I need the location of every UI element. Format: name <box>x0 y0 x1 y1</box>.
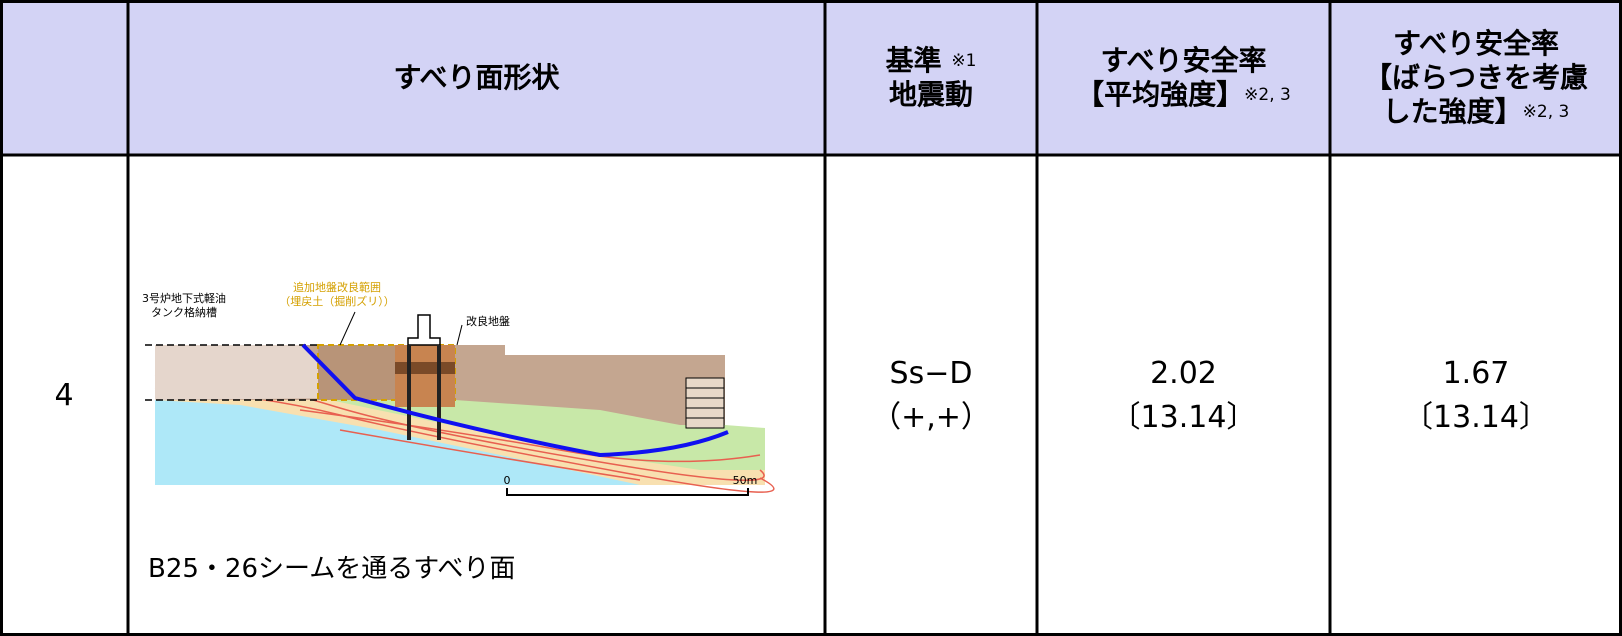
header-text: すべり安全率 <box>1100 43 1267 77</box>
cell-text: 4 <box>54 377 74 413</box>
note: ※1 <box>951 50 977 71</box>
header-text: 【ばらつきを考慮 <box>1363 60 1588 94</box>
header-mean: すべり安全率 【平均強度】※2, 3 <box>1037 0 1330 155</box>
header-text: 地震動 <box>888 77 973 111</box>
varied-cell: 1.67 〔13.14〕 <box>1330 155 1622 636</box>
caption: B25・26シームを通るすべり面 <box>148 554 516 584</box>
figure-label: 追加地盤改良範囲 <box>293 280 381 294</box>
cell-text: 〔13.14〕 <box>1403 399 1549 435</box>
note: ※2, 3 <box>1522 101 1570 122</box>
note: ※2, 3 <box>1244 84 1291 105</box>
header-line: 【平均強度】※2, 3 <box>1076 78 1291 112</box>
header-varied: すべり安全率 【ばらつきを考慮 した強度】※2, 3 <box>1330 0 1622 155</box>
cell-text: 2.02 <box>1150 355 1217 391</box>
scale-label: 50m <box>733 474 758 487</box>
figure-label: （埋戻土（掘削ズリ）） <box>279 294 395 308</box>
cell-text: 1.67 <box>1442 355 1510 391</box>
figure-label: タンク格納槽 <box>151 305 217 319</box>
header-text: すべり面形状 <box>393 60 560 94</box>
row-no: 4 <box>0 155 128 636</box>
cell-text: Ss−D <box>889 355 973 391</box>
header-text: 基準 <box>885 43 942 77</box>
header-text: 【平均強度】 <box>1076 77 1245 111</box>
header-line: した強度】※2, 3 <box>1383 95 1570 129</box>
figure-label: 改良地盤 <box>466 314 510 328</box>
header-line: 基準 ※1 <box>886 44 977 78</box>
cell-text: （+,+） <box>871 399 991 435</box>
motion-cell: Ss−D （+,+） <box>825 155 1037 636</box>
figure-label: 3号炉地下式軽油 <box>142 291 226 305</box>
mean-cell: 2.02 〔13.14〕 <box>1037 155 1330 636</box>
header-motion: 基準 ※1 地震動 <box>825 0 1037 155</box>
header-shape: すべり面形状 <box>128 0 825 155</box>
header-text: した強度】 <box>1382 94 1523 128</box>
scale-label: 0 <box>504 474 511 487</box>
cell-text: 〔13.14〕 <box>1110 399 1257 435</box>
header-text: すべり安全率 <box>1392 26 1560 60</box>
